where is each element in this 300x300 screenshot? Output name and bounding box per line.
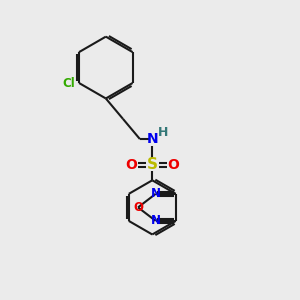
- Text: H: H: [158, 126, 169, 139]
- Text: N: N: [151, 214, 161, 227]
- Text: Cl: Cl: [63, 76, 76, 89]
- Text: S: S: [147, 158, 158, 172]
- Text: N: N: [146, 132, 158, 146]
- Text: O: O: [167, 158, 179, 172]
- Text: O: O: [125, 158, 137, 172]
- Text: O: O: [133, 201, 143, 214]
- Text: N: N: [151, 187, 161, 200]
